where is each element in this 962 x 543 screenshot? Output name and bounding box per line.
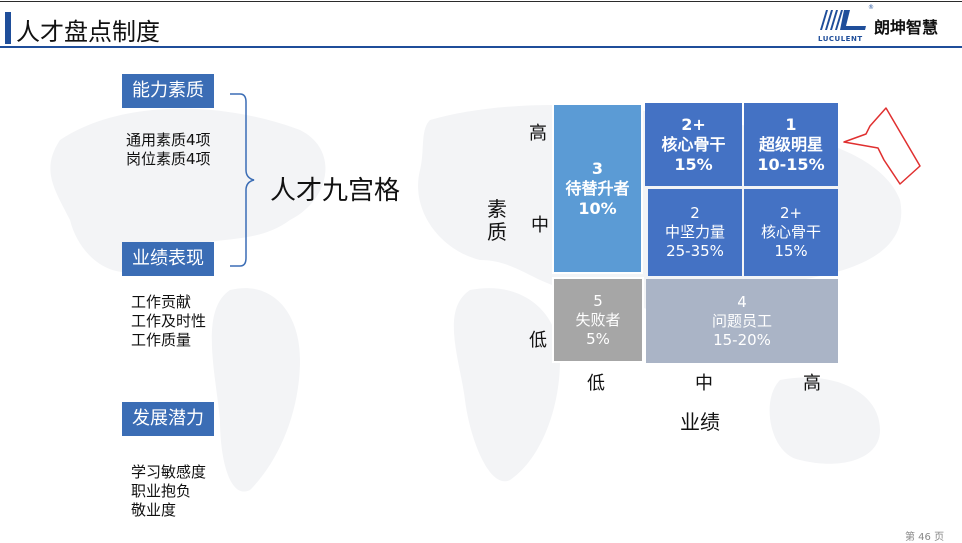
cell-name: 问题员工 <box>711 311 772 330</box>
category-potential-items: 学习敏感度 职业抱负 敬业度 <box>131 463 206 520</box>
category-potential: 发展潜力 <box>122 402 214 436</box>
luculent-logo-icon <box>820 10 866 30</box>
grid-cell-2plus-mid: 2+ 核心骨干 15% <box>744 189 838 276</box>
list-item: 岗位素质4项 <box>126 150 211 168</box>
y-level-low: 低 <box>529 330 547 351</box>
list-item: 工作质量 <box>131 331 192 349</box>
category-ability: 能力素质 <box>122 74 214 108</box>
nine-grid-title: 人才九宫格 <box>270 176 401 206</box>
y-level-high: 高 <box>529 123 547 144</box>
cell-name: 超级明星 <box>758 134 823 154</box>
x-level-low: 低 <box>587 373 605 394</box>
x-axis-title: 业绩 <box>680 410 720 434</box>
category-ability-items: 通用素质4项 岗位素质4项 <box>126 131 211 169</box>
list-item: 工作及时性 <box>131 312 207 330</box>
cell-name: 核心骨干 <box>760 223 821 241</box>
cell-number: 4 <box>737 292 747 311</box>
grid-cell-2plus-top: 2+ 核心骨干 15% <box>645 103 742 186</box>
cell-percent: 10% <box>578 198 617 218</box>
y-axis-title: 素质 <box>487 197 507 244</box>
cell-number: 5 <box>593 291 603 310</box>
page-title: 人才盘点制度 <box>16 18 160 46</box>
registered-mark: ® <box>868 4 874 11</box>
list-item: 职业抱负 <box>131 482 192 500</box>
page-number: 第 46 页 <box>905 532 945 543</box>
cell-number: 3 <box>591 158 604 178</box>
list-item: 工作贡献 <box>131 293 192 311</box>
grid-cell-3: 3 待替升者 10% <box>552 103 643 274</box>
logo-text-en: LUCULENT <box>818 35 863 43</box>
cell-percent: 15% <box>674 154 713 174</box>
callout-shape <box>843 107 921 185</box>
y-level-mid: 中 <box>531 215 549 236</box>
cell-percent: 5% <box>586 329 610 348</box>
title-accent-bar <box>5 12 11 44</box>
category-performance-items: 工作贡献 工作及时性 工作质量 <box>131 293 206 350</box>
company-logo: ® LUCULENT 朗坤智慧 <box>818 4 958 43</box>
list-item: 学习敏感度 <box>131 463 207 481</box>
list-item: 敬业度 <box>131 501 177 519</box>
top-rule <box>0 1 962 2</box>
category-performance: 业绩表现 <box>122 242 214 276</box>
grid-cell-2: 2 中坚力量 25-35% <box>648 189 742 276</box>
logo-text-cn: 朗坤智慧 <box>874 18 939 37</box>
cell-number: 1 <box>785 114 797 134</box>
list-item: 通用素质4项 <box>126 131 211 149</box>
header-divider <box>0 46 962 48</box>
cell-number: 2+ <box>779 204 803 222</box>
cell-number: 2 <box>690 204 700 222</box>
grid-cell-4: 4 问题员工 15-20% <box>646 279 838 363</box>
cell-percent: 15-20% <box>713 330 771 349</box>
cell-name: 待替升者 <box>565 178 630 198</box>
x-level-high: 高 <box>803 373 821 394</box>
cell-percent: 15% <box>774 242 808 260</box>
brace-connector <box>230 93 255 267</box>
cell-number: 2+ <box>681 114 706 134</box>
cell-name: 失败者 <box>575 310 621 329</box>
grid-cell-5: 5 失败者 5% <box>552 277 644 363</box>
x-level-mid: 中 <box>695 373 713 394</box>
cell-percent: 10-15% <box>757 154 825 174</box>
cell-name: 中坚力量 <box>664 223 725 241</box>
grid-cell-1: 1 超级明星 10-15% <box>744 103 838 186</box>
cell-percent: 25-35% <box>666 242 724 260</box>
cell-name: 核心骨干 <box>661 134 726 154</box>
